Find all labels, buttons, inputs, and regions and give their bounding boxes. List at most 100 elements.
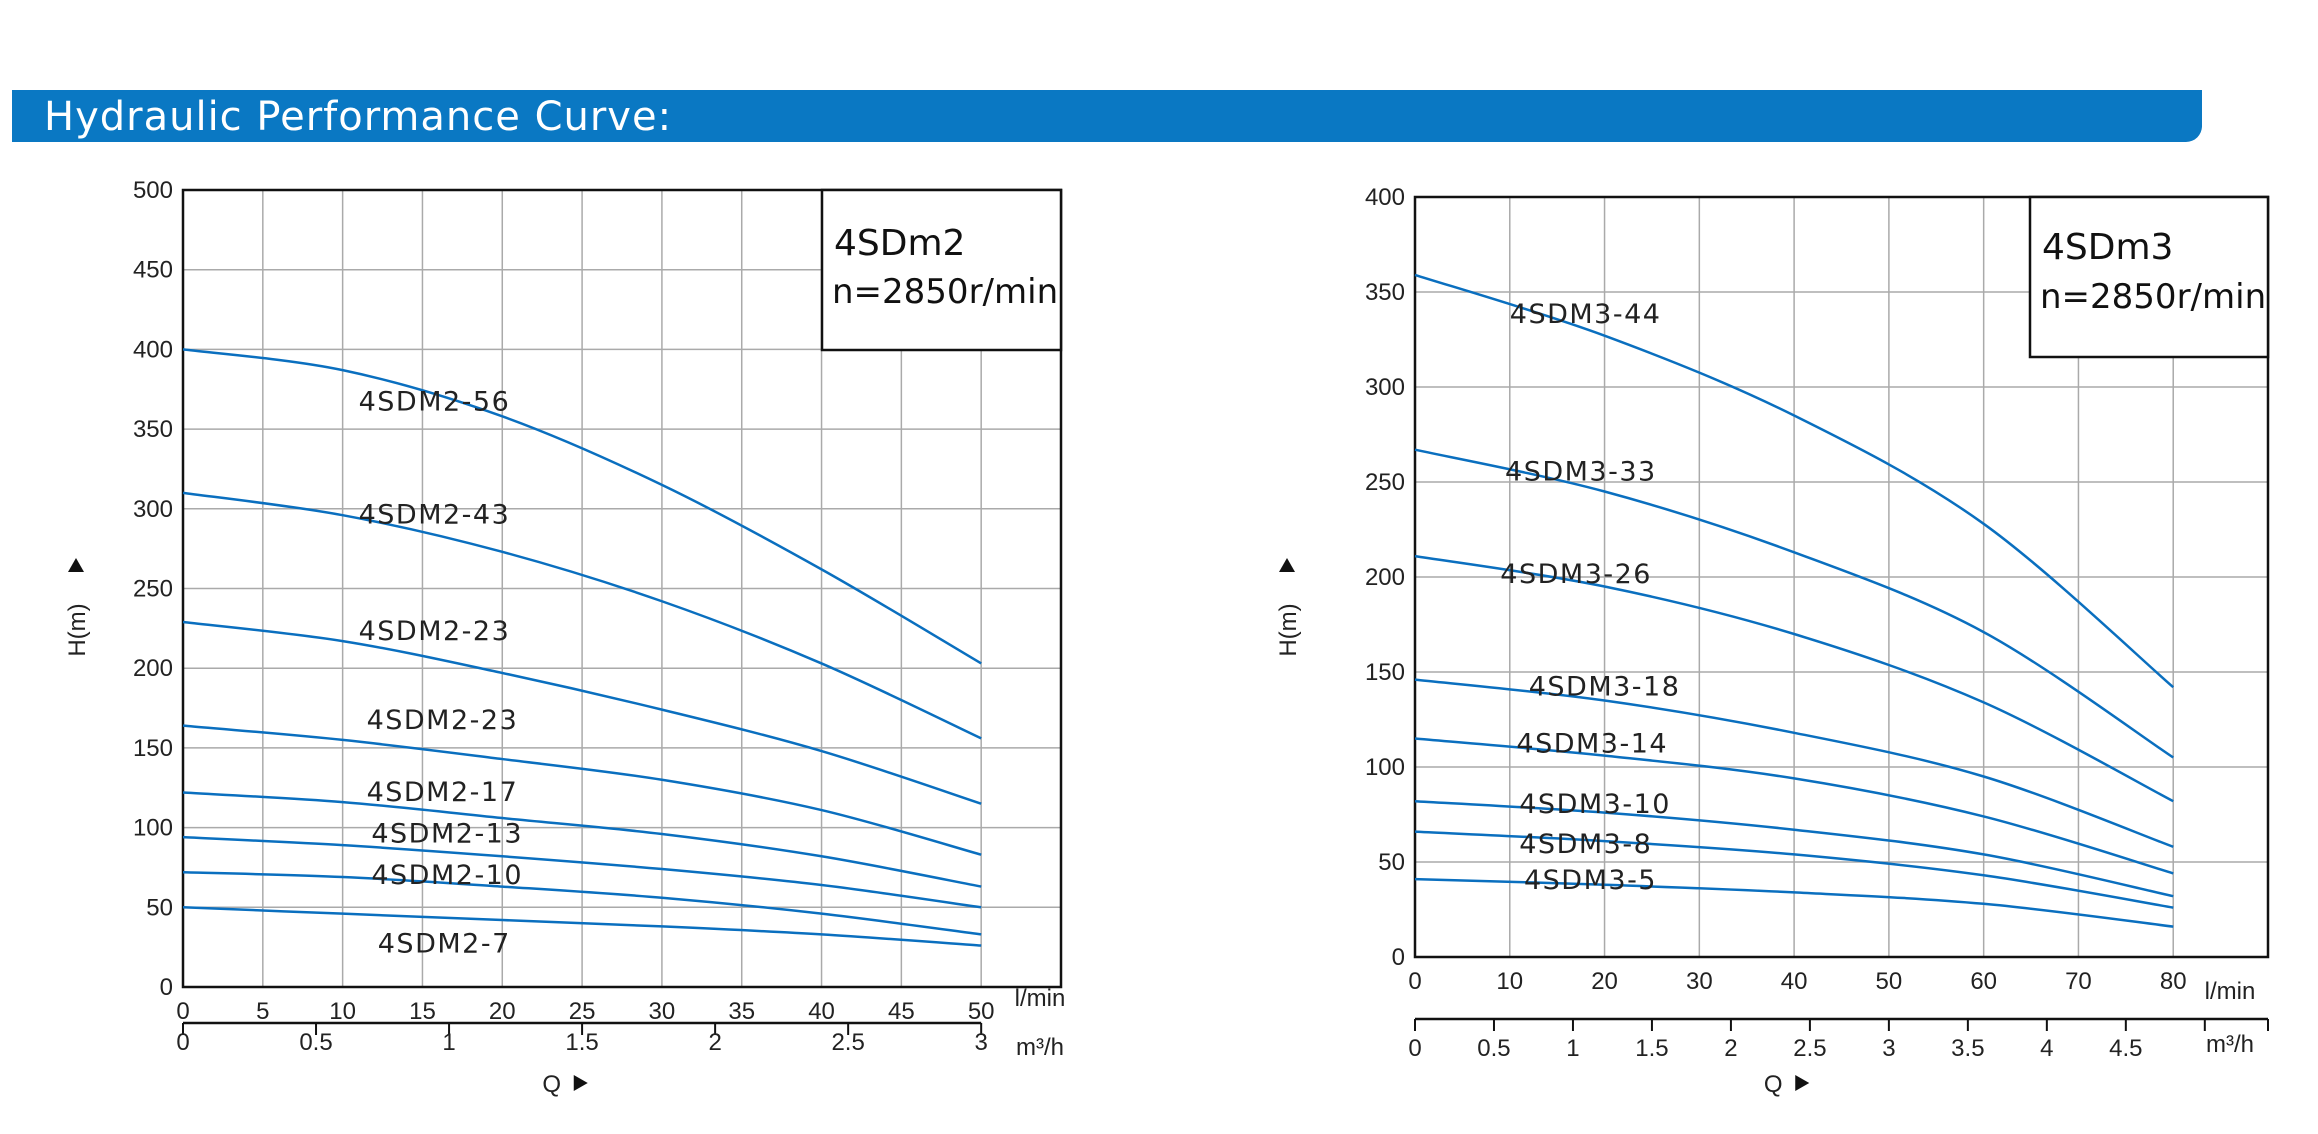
chart1-curve-label-4sdm2-17: 4SDM2-17 [367, 777, 519, 808]
chart1-x-tick-label: 15 [409, 998, 436, 1025]
chart2-x-unit-label: l/min [2205, 978, 2256, 1005]
chart2-y-tick-label: 50 [1378, 849, 1405, 876]
chart1-x-tick-label: 10 [329, 998, 356, 1025]
chart2-curve-4sdm3-14 [1414, 737, 2174, 875]
chart1-y-tick-label: 150 [133, 735, 173, 762]
chart2-y-tick-label: 150 [1365, 659, 1405, 686]
chart1-y-tick-label: 50 [146, 894, 173, 921]
chart2-curve-label-4sdm3-10: 4SDM3-10 [1519, 789, 1671, 820]
title-banner: Hydraulic Performance Curve: [12, 90, 2202, 142]
chart1-y-tick-label: 0 [160, 974, 173, 1001]
chart1-x2-tick-label: 0.5 [299, 1029, 332, 1056]
chart2-y-tick-label: 100 [1365, 754, 1405, 781]
chart2-speed-label: n=2850r/min [2040, 277, 2266, 317]
page-title: Hydraulic Performance Curve: [44, 94, 673, 140]
chart1-y-tick-label: 450 [133, 257, 173, 284]
chart1-x-tick-label: 50 [968, 998, 995, 1025]
chart1-x-tick-label: 25 [569, 998, 596, 1025]
chart2-x-tick-label: 80 [2160, 968, 2187, 995]
chart1-curve-4sdm2-7 [182, 906, 982, 947]
chart2-curve-label-4sdm3-14: 4SDM3-14 [1516, 728, 1668, 759]
chart1-curve-4sdm2-17 [182, 791, 982, 888]
chart2-x2-tick-label: 4 [2040, 1035, 2053, 1062]
chart2-y-tick-label: 350 [1365, 279, 1405, 306]
chart2-x-tick-label: 20 [1591, 968, 1618, 995]
chart2-x-tick-label: 60 [1970, 968, 1997, 995]
chart2-x-tick-label: 50 [1876, 968, 1903, 995]
chart1-y-tick-label: 400 [133, 336, 173, 363]
chart1-x-tick-label: 20 [489, 998, 516, 1025]
chart1-model-title: 4SDm2 [834, 223, 965, 264]
chart1-x-axis-arrow-icon [573, 1075, 588, 1091]
chart2-curve-label-4sdm3-33: 4SDM3-33 [1505, 457, 1657, 488]
chart2-x2-tick-label: 3 [1882, 1035, 1895, 1062]
chart1-curve-label-4sdm2-13: 4SDM2-13 [371, 818, 523, 849]
chart2-curve-label-4sdm3-18: 4SDM3-18 [1529, 671, 1681, 702]
chart1-x-axis-title: Q [542, 1071, 561, 1098]
chart1-curve-4sdm2-13 [182, 835, 982, 909]
chart1-curve-label-4sdm2-7: 4SDM2-7 [378, 928, 511, 959]
chart1-x2-tick-label: 1 [442, 1029, 455, 1056]
chart2-x2-tick-label: 1 [1566, 1035, 1579, 1062]
chart1-x2-tick-label: 0 [176, 1029, 189, 1056]
chart1-y-tick-label: 200 [133, 655, 173, 682]
chart2-y-axis-title: H(m) [1275, 603, 1302, 656]
chart2-y-tick-label: 400 [1365, 184, 1405, 211]
chart2-plot-frame [1413, 195, 2270, 959]
chart2-x-tick-label: 70 [2065, 968, 2092, 995]
chart2-x2-tick-label: 1.5 [1635, 1035, 1668, 1062]
chart1-x-tick-label: 45 [888, 998, 915, 1025]
chart2-y-tick-label: 250 [1365, 469, 1405, 496]
chart1-x-tick-label: 40 [808, 998, 835, 1025]
chart1-curve-4sdm2-10 [182, 870, 982, 936]
chart1-x2-tick-label: 1.5 [565, 1029, 598, 1056]
chart1-curve-4sdm2-56 [182, 348, 982, 665]
chart2-curve-label-4sdm3-44: 4SDM3-44 [1510, 299, 1662, 330]
chart2-y-tick-label: 300 [1365, 374, 1405, 401]
chart2-x-axis-title: Q [1764, 1071, 1783, 1098]
chart2-curve-4sdm3-18 [1414, 678, 2174, 848]
chart2-model-box [2028, 195, 2270, 359]
chart1-y-tick-label: 100 [133, 815, 173, 842]
chart1-x2-tick-label: 3 [975, 1029, 988, 1056]
chart2-curve-4sdm3-44 [1414, 273, 2175, 689]
chart2-x-tick-label: 0 [1408, 968, 1421, 995]
chart2-model-title: 4SDm3 [2042, 227, 2173, 268]
chart1-curve-label-4sdm2-10: 4SDM2-10 [371, 860, 523, 891]
chart1-x-tick-label: 35 [728, 998, 755, 1025]
chart1-curve-4sdm2-23 [182, 620, 982, 805]
chart1-x-tick-label: 0 [176, 998, 189, 1025]
chart2-x2-tick-label: 2.5 [1793, 1035, 1826, 1062]
chart1-x-tick-label: 5 [256, 998, 269, 1025]
chart1-x2-tick-label: 2 [708, 1029, 721, 1056]
chart2-x2-unit-label: m³/h [2206, 1031, 2254, 1058]
chart2-curve-4sdm3-33 [1414, 448, 2174, 759]
chart1-x-unit-label: l/min [1015, 985, 1066, 1012]
chart2-x2-tick-label: 2 [1724, 1035, 1737, 1062]
chart2-curve-label-4sdm3-8: 4SDM3-8 [1519, 829, 1652, 860]
chart1-speed-label: n=2850r/min [832, 272, 1058, 312]
chart1-curve-4sdm2-43 [182, 491, 982, 740]
chart1-y-tick-label: 350 [133, 416, 173, 443]
chart2-curve-4sdm3-5 [1414, 877, 2174, 928]
chart1-curve-label-4sdm2-43: 4SDM2-43 [359, 500, 511, 531]
chart1-x2-unit-label: m³/h [1016, 1034, 1064, 1061]
chart1-model-box [820, 188, 1063, 352]
chart2-x2-tick-label: 0 [1408, 1035, 1421, 1062]
chart1-y-tick-label: 250 [133, 576, 173, 603]
chart2-curve-4sdm3-26 [1414, 554, 2174, 803]
chart2-curve-4sdm3-8 [1414, 830, 2174, 909]
chart1-y-axis-title: H(m) [64, 603, 91, 656]
chart2-x2-tick-label: 0.5 [1477, 1035, 1510, 1062]
chart1-x2-tick-label: 2.5 [831, 1029, 864, 1056]
chart2-y-tick-label: 0 [1392, 944, 1405, 971]
chart1-y-axis-arrow-icon [68, 558, 84, 572]
chart2-curve-label-4sdm3-5: 4SDM3-5 [1524, 865, 1657, 896]
chart2-x-tick-label: 40 [1781, 968, 1808, 995]
chart2-x2-tick-label: 3.5 [1951, 1035, 1984, 1062]
chart2-x2-tick-label: 4.5 [2109, 1035, 2142, 1062]
chart1-y-tick-label: 300 [133, 496, 173, 523]
chart2-y-axis-arrow-icon [1279, 558, 1295, 572]
chart1-plot-frame [181, 188, 1063, 989]
